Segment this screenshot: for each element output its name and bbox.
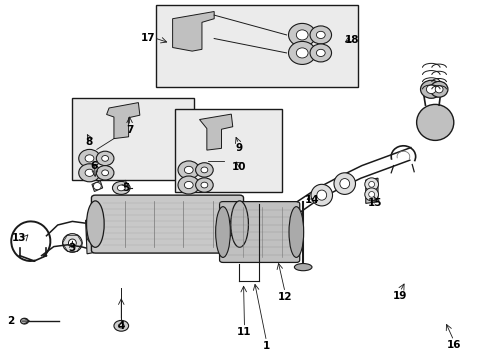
Polygon shape [92, 181, 102, 192]
Ellipse shape [288, 23, 315, 46]
Ellipse shape [368, 181, 374, 187]
Text: 17: 17 [140, 33, 155, 43]
Ellipse shape [86, 228, 96, 242]
Ellipse shape [294, 264, 311, 271]
Ellipse shape [62, 234, 82, 252]
Text: 19: 19 [392, 291, 407, 301]
Ellipse shape [178, 176, 199, 194]
Ellipse shape [215, 207, 230, 257]
Ellipse shape [79, 164, 100, 182]
Ellipse shape [316, 49, 325, 57]
Polygon shape [172, 12, 214, 51]
Ellipse shape [96, 151, 114, 166]
Ellipse shape [368, 192, 374, 197]
Text: 16: 16 [446, 340, 460, 350]
Ellipse shape [434, 86, 442, 93]
Text: 11: 11 [237, 327, 251, 337]
FancyBboxPatch shape [219, 202, 299, 262]
Polygon shape [365, 178, 377, 203]
Text: 5: 5 [122, 183, 129, 193]
Ellipse shape [316, 190, 326, 200]
Ellipse shape [309, 26, 331, 44]
Ellipse shape [117, 185, 125, 191]
Text: 12: 12 [277, 292, 292, 302]
Bar [72, 98, 193, 180]
Ellipse shape [429, 81, 447, 97]
Text: 6: 6 [91, 161, 98, 171]
Ellipse shape [201, 182, 207, 188]
Ellipse shape [296, 30, 307, 40]
Ellipse shape [416, 104, 453, 140]
Ellipse shape [316, 31, 325, 39]
Bar [155, 5, 358, 87]
Ellipse shape [339, 179, 349, 189]
Ellipse shape [288, 41, 315, 64]
Ellipse shape [178, 161, 199, 179]
Ellipse shape [426, 85, 435, 94]
Text: 14: 14 [304, 195, 319, 205]
Ellipse shape [114, 320, 128, 331]
Ellipse shape [230, 201, 248, 247]
Ellipse shape [102, 170, 108, 176]
Polygon shape [106, 103, 140, 139]
Ellipse shape [85, 169, 94, 176]
Ellipse shape [184, 166, 193, 174]
Ellipse shape [364, 178, 378, 191]
Ellipse shape [102, 156, 108, 161]
Ellipse shape [79, 149, 100, 167]
Ellipse shape [93, 183, 101, 190]
Ellipse shape [310, 184, 332, 206]
Polygon shape [199, 114, 232, 150]
Ellipse shape [364, 188, 378, 201]
Polygon shape [85, 218, 97, 254]
Text: 15: 15 [367, 198, 382, 208]
Ellipse shape [112, 181, 130, 194]
Ellipse shape [96, 166, 114, 180]
Text: 9: 9 [235, 143, 242, 153]
Text: 4: 4 [117, 321, 125, 331]
Ellipse shape [118, 324, 124, 328]
Ellipse shape [195, 178, 213, 192]
Ellipse shape [86, 201, 104, 247]
Ellipse shape [195, 163, 213, 177]
Ellipse shape [68, 239, 76, 247]
Ellipse shape [296, 48, 307, 58]
Ellipse shape [333, 173, 355, 194]
Text: 1: 1 [263, 341, 269, 351]
Text: 13: 13 [12, 233, 27, 243]
Ellipse shape [288, 207, 303, 257]
Text: 7: 7 [125, 125, 133, 135]
Ellipse shape [309, 44, 331, 62]
Text: 10: 10 [231, 162, 245, 172]
Ellipse shape [201, 167, 207, 173]
Text: 2: 2 [7, 316, 14, 326]
Ellipse shape [85, 155, 94, 162]
Ellipse shape [184, 181, 193, 189]
Text: 3: 3 [69, 243, 76, 253]
Ellipse shape [420, 80, 441, 98]
Text: 18: 18 [344, 35, 359, 45]
Bar [175, 109, 281, 192]
Ellipse shape [20, 318, 28, 324]
Text: 8: 8 [86, 137, 93, 147]
FancyBboxPatch shape [91, 195, 243, 253]
